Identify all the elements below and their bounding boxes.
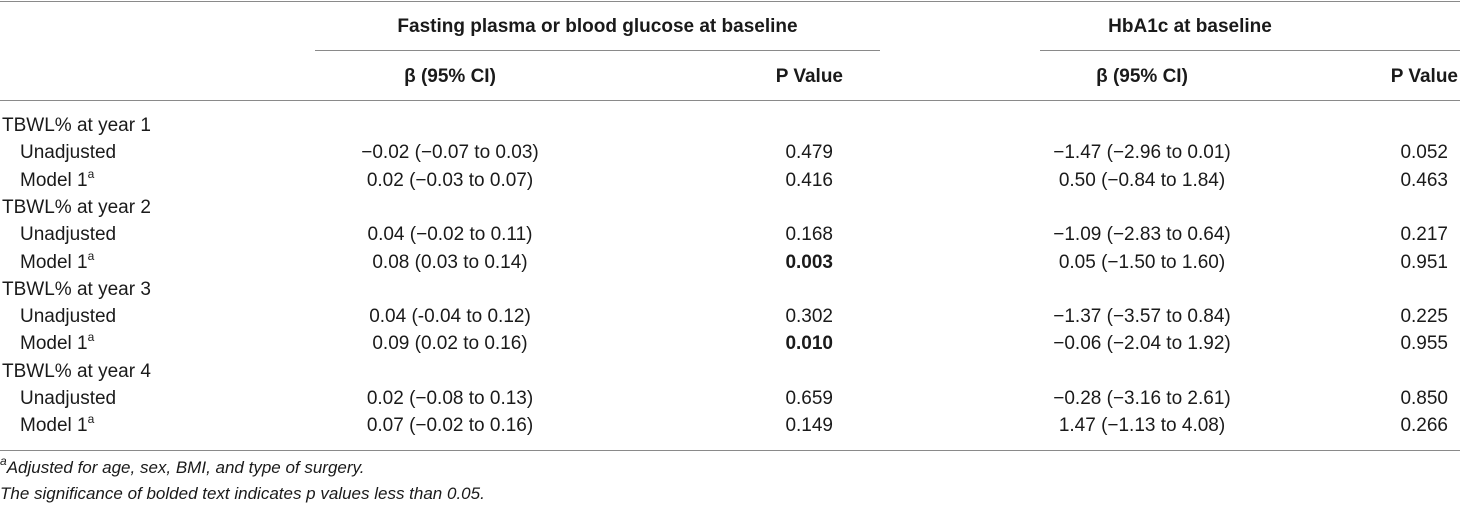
row-label-footnote-marker: a: [87, 329, 95, 344]
row-section-label: TBWL% at year 1: [2, 115, 151, 136]
row-section-label: TBWL% at year 3: [2, 279, 151, 300]
row-section-label: TBWL% at year 2: [2, 197, 151, 218]
cell-hba1c-p: 0.463: [1400, 170, 1448, 191]
row-section-label: TBWL% at year 4: [2, 361, 151, 382]
col-header-fasting-beta: β (95% CI): [404, 66, 496, 87]
row-label: Model 1a: [20, 248, 95, 274]
fasting-group-underline: [315, 50, 880, 51]
row-label-text: Model 1: [20, 415, 88, 436]
cell-hba1c-beta: −0.06 (−2.04 to 1.92): [1053, 333, 1231, 354]
cell-fasting-beta: −0.02 (−0.07 to 0.03): [361, 142, 539, 163]
cell-hba1c-p: 0.225: [1400, 306, 1448, 327]
cell-hba1c-p: 0.951: [1400, 252, 1448, 273]
col-header-hba1c-beta: β (95% CI): [1096, 66, 1188, 87]
row-label-footnote-marker: a: [87, 166, 95, 181]
cell-fasting-p: 0.168: [785, 224, 833, 245]
row-label: Unadjusted: [20, 224, 116, 246]
cell-hba1c-beta: 0.50 (−0.84 to 1.84): [1058, 170, 1226, 191]
cell-fasting-beta: 0.02 (−0.03 to 0.07): [366, 170, 534, 191]
cell-fasting-beta: 0.04 (-0.04 to 0.12): [369, 306, 531, 327]
footnote-a-text: Adjusted for age, sex, BMI, and type of …: [6, 458, 365, 477]
row-label: Unadjusted: [20, 388, 116, 410]
table-bottom-rule: [0, 450, 1460, 451]
cell-hba1c-p: 0.850: [1400, 388, 1448, 409]
cell-fasting-p: 0.149: [785, 415, 833, 436]
cell-hba1c-beta: −1.47 (−2.96 to 0.01): [1053, 142, 1231, 163]
row-label-text: Unadjusted: [20, 224, 117, 245]
cell-fasting-beta: 0.02 (−0.08 to 0.13): [366, 388, 534, 409]
cell-hba1c-beta: −1.09 (−2.83 to 0.64): [1053, 224, 1231, 245]
row-label-text: Model 1: [20, 170, 88, 191]
group-header-hba1c: HbA1c at baseline: [1108, 16, 1272, 37]
row-label-text: Unadjusted: [20, 388, 117, 409]
header-bottom-rule: [0, 100, 1460, 101]
cell-hba1c-beta: −0.28 (−3.16 to 2.61): [1053, 388, 1231, 409]
row-label-text: Model 1: [20, 252, 88, 273]
row-label-text: Unadjusted: [20, 142, 117, 163]
cell-fasting-p: 0.003: [785, 252, 833, 273]
footnote-a: aAdjusted for age, sex, BMI, and type of…: [0, 455, 365, 478]
cell-fasting-p: 0.659: [785, 388, 833, 409]
cell-hba1c-p: 0.217: [1400, 224, 1448, 245]
row-label: Model 1a: [20, 329, 95, 355]
cell-hba1c-p: 0.052: [1400, 142, 1448, 163]
row-label: Unadjusted: [20, 306, 116, 328]
cell-hba1c-p: 0.266: [1400, 415, 1448, 436]
cell-fasting-p: 0.010: [785, 333, 833, 354]
col-header-hba1c-p: P Value: [1390, 66, 1458, 87]
cell-fasting-beta: 0.09 (0.02 to 0.16): [372, 333, 528, 354]
row-label: Model 1a: [20, 166, 95, 192]
cell-fasting-p: 0.479: [785, 142, 833, 163]
row-label-footnote-marker: a: [87, 411, 95, 426]
cell-fasting-beta: 0.07 (−0.02 to 0.16): [366, 415, 534, 436]
cell-fasting-beta: 0.08 (0.03 to 0.14): [372, 252, 528, 273]
cell-hba1c-beta: 0.05 (−1.50 to 1.60): [1058, 252, 1226, 273]
cell-hba1c-beta: −1.37 (−3.57 to 0.84): [1053, 306, 1231, 327]
row-label: Model 1a: [20, 411, 95, 437]
cell-fasting-p: 0.416: [785, 170, 833, 191]
cell-fasting-beta: 0.04 (−0.02 to 0.11): [367, 224, 533, 245]
group-header-fasting-glucose: Fasting plasma or blood glucose at basel…: [397, 16, 798, 37]
footnote-a-marker: a: [0, 454, 7, 469]
col-header-fasting-p: P Value: [775, 66, 843, 87]
cell-hba1c-p: 0.955: [1400, 333, 1448, 354]
row-label-text: Unadjusted: [20, 306, 117, 327]
row-label-footnote-marker: a: [87, 248, 95, 263]
cell-fasting-p: 0.302: [785, 306, 833, 327]
cell-hba1c-beta: 1.47 (−1.13 to 4.08): [1058, 415, 1226, 436]
top-rule: [0, 1, 1460, 2]
row-label-text: Model 1: [20, 333, 88, 354]
footnote-bold-note: The significance of bolded text indicate…: [0, 484, 485, 503]
row-label: Unadjusted: [20, 142, 116, 164]
hba1c-group-underline: [1040, 50, 1460, 51]
